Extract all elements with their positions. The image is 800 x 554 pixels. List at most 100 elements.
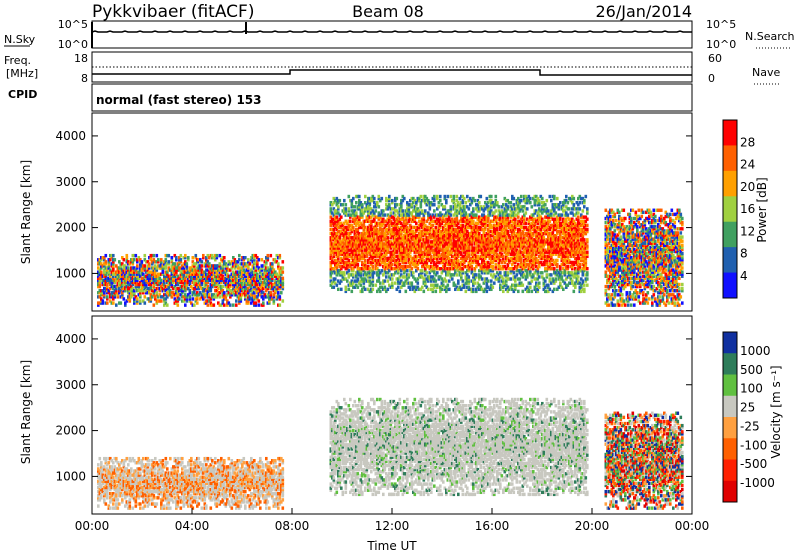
echo-cell [236, 274, 240, 278]
echo-cell [440, 281, 444, 285]
echo-cell [395, 221, 399, 226]
echo-cell [191, 286, 195, 291]
echo-cell [377, 217, 381, 221]
echo-cell [247, 272, 250, 276]
echo-cell [143, 264, 147, 268]
echo-cell [442, 231, 445, 236]
echo-cell [184, 303, 187, 307]
echo-cell [404, 231, 408, 236]
echo-cell [232, 262, 235, 266]
echo-cell [431, 267, 435, 271]
echo-cell [403, 252, 406, 256]
echo-cell [416, 242, 420, 246]
echo-cell [397, 221, 400, 226]
echo-cell [262, 301, 265, 305]
echo-cell [400, 258, 403, 263]
echo-cell [334, 262, 337, 267]
echo-cell [118, 270, 121, 274]
echo-cell [175, 301, 178, 305]
echo-cell [344, 240, 348, 244]
echo-cell [97, 280, 100, 285]
echo-cell [397, 229, 400, 234]
echo-cell [439, 246, 442, 250]
echo-cell [361, 252, 364, 256]
echo-cell [272, 284, 276, 289]
echo-cell [259, 293, 262, 297]
echo-cell [428, 207, 432, 211]
echo-cell [122, 286, 126, 291]
echo-cell [116, 266, 120, 270]
echo-cell [356, 279, 360, 283]
echo-cell [430, 258, 433, 263]
echo-cell [196, 295, 199, 299]
echo-cell [353, 279, 357, 283]
echo-cell [251, 282, 255, 287]
echo-cell [400, 269, 403, 273]
echo-cell [370, 246, 373, 250]
echo-cell [400, 207, 403, 211]
echo-cell [350, 238, 354, 242]
echo-cell [193, 286, 196, 291]
echo-cell [275, 284, 279, 289]
echo-cell [359, 211, 363, 215]
echo-cell [161, 268, 165, 272]
echo-cell [415, 254, 418, 259]
echo-cell [355, 258, 358, 263]
echo-cell [352, 246, 355, 250]
echo-cell [368, 198, 372, 203]
echo-cell [337, 229, 340, 234]
echo-cell [407, 260, 411, 265]
echo-cell [101, 280, 105, 285]
echo-cell [413, 217, 417, 221]
echo-cell [154, 260, 157, 264]
echo-cell [272, 286, 276, 291]
echo-cell [101, 301, 105, 305]
echo-cell [230, 293, 234, 297]
echo-cell [194, 299, 198, 303]
echo-cell [352, 250, 355, 254]
echo-cell [154, 268, 157, 272]
echo-cell [370, 227, 373, 232]
echo-cell [131, 291, 135, 295]
echo-cell [437, 244, 441, 248]
echo-cell [212, 264, 216, 268]
echo-cell [97, 266, 100, 270]
echo-cell [356, 221, 360, 226]
echo-cell [238, 291, 241, 295]
echo-cell [104, 280, 108, 285]
echo-cell [364, 250, 367, 254]
echo-cell [368, 234, 372, 238]
echo-cell [215, 293, 219, 297]
echo-cell [142, 278, 145, 283]
echo-cell [443, 267, 447, 271]
echo-cell [382, 213, 385, 217]
echo-cell [445, 279, 448, 283]
echo-cell [218, 272, 222, 276]
echo-cell [412, 275, 415, 279]
echo-cell [101, 278, 105, 283]
echo-cell [359, 236, 363, 240]
echo-cell [335, 217, 339, 221]
echo-cell [412, 219, 415, 223]
echo-cell [130, 258, 133, 262]
echo-cell [443, 196, 447, 201]
echo-cell [398, 234, 402, 238]
echo-cell [397, 262, 400, 267]
echo-cell [442, 225, 445, 230]
echo-cell [386, 205, 390, 209]
echo-cell [412, 256, 415, 261]
echo-cell [140, 282, 144, 287]
echo-cell [109, 286, 112, 291]
echo-cell [343, 211, 346, 215]
echo-cell [104, 289, 108, 293]
echo-cell [184, 276, 187, 281]
echo-cell [332, 231, 336, 236]
echo-cell [235, 286, 238, 291]
echo-cell [412, 260, 415, 265]
echo-cell [181, 291, 184, 295]
echo-cell [226, 276, 229, 281]
echo-cell [388, 242, 391, 246]
echo-cell [184, 256, 187, 260]
echo-cell [182, 266, 186, 270]
echo-cell [415, 287, 418, 292]
